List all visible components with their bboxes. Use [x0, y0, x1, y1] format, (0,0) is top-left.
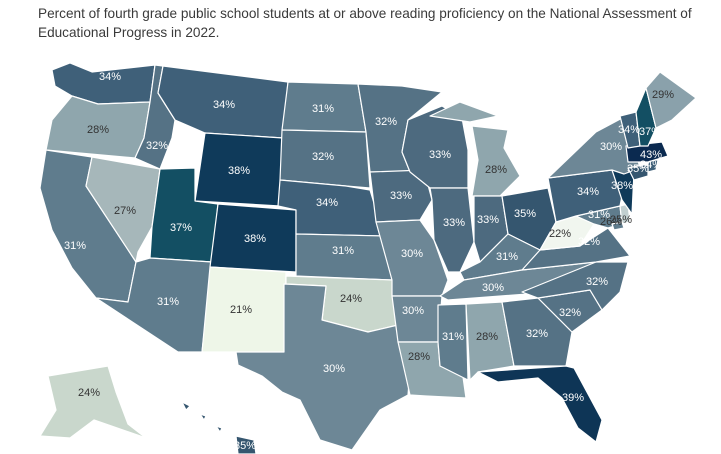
state-value-oh: 35%	[514, 208, 536, 220]
state-dc[interactable]	[611, 221, 625, 231]
state-value-ms: 31%	[442, 331, 464, 343]
state-ms[interactable]	[437, 303, 469, 381]
state-value-nm: 21%	[230, 304, 252, 316]
state-value-tx: 30%	[323, 363, 345, 375]
state-value-de: 26%	[600, 216, 622, 228]
state-value-ia: 33%	[390, 190, 412, 202]
state-value-wy: 38%	[228, 165, 250, 177]
state-value-dc: 25%	[610, 214, 632, 226]
state-nc[interactable]	[521, 261, 629, 311]
state-il[interactable]	[429, 187, 475, 273]
state-ks[interactable]	[295, 233, 393, 281]
state-mo[interactable]	[375, 219, 449, 297]
state-value-ri: 34%	[640, 159, 662, 171]
state-fl[interactable]	[477, 365, 603, 443]
state-value-sd: 32%	[312, 151, 334, 163]
state-value-ak: 24%	[78, 387, 100, 399]
map-title: Percent of fourth grade public school st…	[38, 6, 692, 40]
state-ct[interactable]	[627, 163, 649, 181]
state-value-wa: 34%	[99, 71, 121, 83]
state-value-co: 38%	[244, 233, 266, 245]
state-value-nh: 37%	[639, 126, 661, 138]
state-value-nv: 27%	[114, 205, 136, 217]
state-value-la: 28%	[408, 351, 430, 363]
state-al[interactable]	[465, 301, 515, 381]
state-value-ks: 31%	[332, 245, 354, 257]
state-value-ny: 30%	[600, 141, 622, 153]
state-sd[interactable]	[279, 129, 371, 189]
state-value-az: 31%	[157, 296, 179, 308]
state-hi[interactable]	[181, 401, 257, 454]
state-tx[interactable]	[235, 283, 413, 451]
state-value-ma: 43%	[640, 149, 662, 161]
state-value-mt: 34%	[213, 99, 235, 111]
state-value-nd: 31%	[312, 103, 334, 115]
state-value-ky: 31%	[496, 251, 518, 263]
state-value-pa: 34%	[577, 186, 599, 198]
state-value-mo: 30%	[401, 248, 423, 260]
state-value-me: 29%	[652, 89, 674, 101]
state-value-nj: 38%	[611, 180, 633, 192]
state-value-nc: 32%	[586, 276, 608, 288]
state-value-hi: 35%	[234, 440, 256, 452]
state-value-vt: 34%	[618, 124, 640, 136]
state-value-ut: 37%	[170, 222, 192, 234]
state-value-al: 28%	[476, 331, 498, 343]
state-value-il: 33%	[443, 217, 465, 229]
state-value-mi: 28%	[485, 164, 507, 176]
state-value-ok: 24%	[340, 293, 362, 305]
state-ar[interactable]	[391, 295, 443, 343]
state-value-tn: 30%	[482, 282, 504, 294]
state-value-mn: 32%	[375, 116, 397, 128]
state-value-wi: 33%	[429, 149, 451, 161]
state-value-ar: 30%	[402, 305, 424, 317]
state-nh[interactable]	[635, 87, 657, 147]
state-value-wv: 22%	[549, 228, 571, 240]
state-value-fl: 39%	[562, 392, 584, 404]
state-value-ct: 35%	[627, 163, 649, 175]
state-me[interactable]	[645, 71, 697, 129]
state-value-id: 32%	[146, 140, 168, 152]
state-mi[interactable]	[429, 101, 521, 197]
state-value-sc: 32%	[559, 307, 581, 319]
state-value-ne: 34%	[316, 197, 338, 209]
state-value-va: 32%	[578, 236, 600, 248]
state-wa[interactable]	[51, 62, 156, 105]
state-value-or: 28%	[87, 124, 109, 136]
state-value-md: 31%	[588, 209, 610, 221]
state-value-ga: 32%	[526, 328, 548, 340]
state-ak[interactable]	[39, 365, 147, 439]
state-value-ca: 31%	[64, 240, 86, 252]
state-value-in: 33%	[477, 214, 499, 226]
